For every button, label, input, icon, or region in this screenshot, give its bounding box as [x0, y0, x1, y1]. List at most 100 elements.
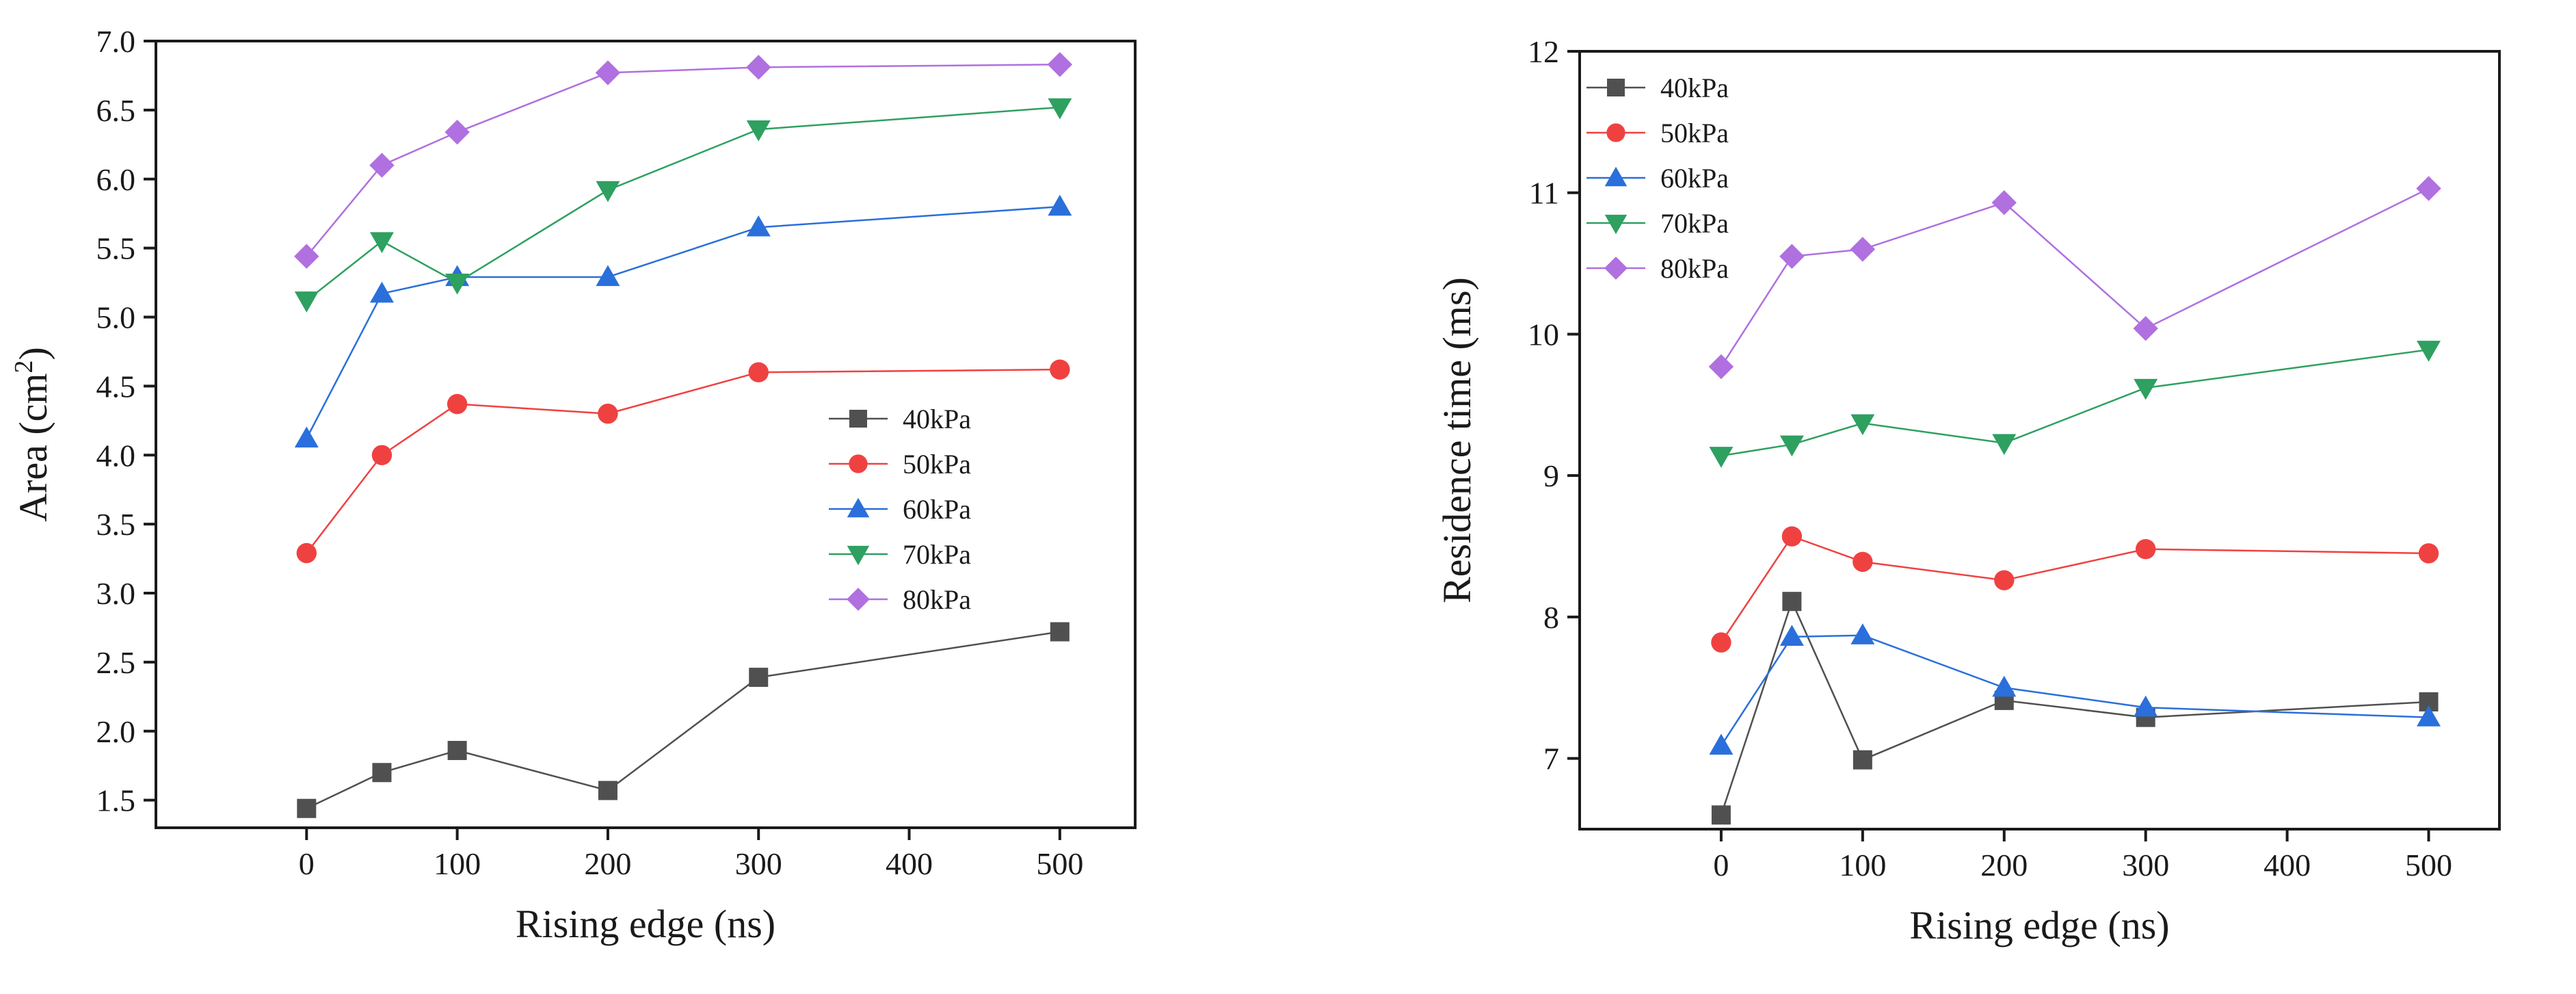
data-point-50kPa [447, 393, 468, 415]
y-tick-label: 5.5 [96, 231, 136, 266]
legend-label-70kPa: 70kPa [1660, 208, 1729, 239]
y-tick-label: 11 [1529, 176, 1559, 211]
plot-frame [1578, 50, 2501, 830]
data-point-80kPa [2133, 315, 2158, 341]
data-point-70kPa [2134, 378, 2158, 400]
legend-label-60kPa: 60kPa [1660, 163, 1729, 194]
x-tick-label: 200 [584, 846, 631, 881]
data-point-60kPa [596, 265, 620, 287]
data-point-70kPa [1048, 98, 1072, 120]
data-point-40kPa [1711, 805, 1731, 825]
y-tick-label: 7.0 [96, 24, 136, 59]
data-point-80kPa [369, 153, 395, 178]
series-50kPa [296, 359, 1070, 564]
y-tick-label: 12 [1528, 34, 1559, 69]
data-point-60kPa [746, 215, 771, 237]
data-point-70kPa [445, 273, 470, 295]
x-tick-label: 400 [886, 846, 933, 881]
data-point-50kPa [748, 362, 769, 382]
y-tick-label: 4.5 [96, 369, 136, 404]
series-line-60kPa [1720, 634, 2429, 746]
x-tick-label: 400 [2263, 848, 2311, 882]
data-point-40kPa [1853, 750, 1872, 770]
data-point-40kPa [297, 798, 317, 818]
y-tick-label: 6.0 [96, 162, 136, 197]
data-point-60kPa [294, 426, 319, 448]
data-point-60kPa [1992, 675, 2017, 697]
y-axis-title: Residence time (ms) [1435, 277, 1479, 603]
legend-marker-70kPa [847, 545, 870, 566]
data-point-70kPa [1779, 435, 1804, 457]
x-tick-label: 0 [299, 846, 315, 881]
y-tick-label: 8 [1543, 600, 1559, 635]
data-point-80kPa [1779, 244, 1805, 269]
data-point-50kPa [2418, 543, 2439, 564]
data-point-70kPa [1992, 434, 2017, 456]
legend-marker-50kPa [1606, 123, 1625, 142]
series-line-60kPa [306, 205, 1060, 439]
data-point-70kPa [1850, 414, 1875, 436]
legend-marker-40kPa [849, 410, 867, 428]
data-point-50kPa [296, 542, 317, 564]
series-60kPa [1709, 623, 2441, 755]
data-point-50kPa [2135, 538, 2156, 560]
data-point-40kPa [598, 781, 618, 800]
series-line-40kPa [306, 631, 1061, 809]
area-chart: 0 100 200 300 400 500 1.5 2.0 2.5 3.0 3.5 4.0 4.5 5.0… [10, 24, 1137, 946]
data-point-70kPa [1709, 447, 1734, 468]
data-point-50kPa [1711, 632, 1731, 653]
legend-label-40kPa: 40kPa [1660, 73, 1729, 103]
series-line-80kPa [306, 64, 1060, 257]
series-50kPa [1711, 526, 2439, 653]
y-tick-label: 5.0 [96, 300, 136, 335]
data-point-50kPa [371, 445, 393, 465]
data-point-80kPa [595, 60, 621, 86]
y-tick-label: 6.5 [96, 93, 136, 128]
data-point-80kPa [1708, 354, 1734, 380]
series-80kPa [294, 52, 1073, 269]
data-point-80kPa [294, 244, 319, 269]
data-point-50kPa [1994, 570, 2015, 590]
series-80kPa [1708, 176, 2441, 380]
data-point-60kPa [369, 281, 394, 303]
y-tick-label: 9 [1543, 458, 1559, 493]
legend-label-60kPa: 60kPa [903, 494, 971, 525]
data-point-80kPa [444, 119, 470, 145]
data-point-50kPa [598, 404, 618, 424]
x-axis-title: Rising edge (ns) [1909, 903, 2169, 947]
data-point-40kPa [1050, 622, 1070, 642]
legend-marker-60kPa [1604, 166, 1628, 187]
series-70kPa [294, 98, 1072, 313]
legend-marker-40kPa [1607, 79, 1625, 96]
y-axis-title: Area (cm2) [10, 347, 55, 522]
series-70kPa [1709, 341, 2441, 468]
data-point-80kPa [1850, 237, 1876, 262]
y-tick-label: 3.5 [96, 507, 136, 542]
data-point-70kPa [746, 120, 771, 142]
legend-label-80kPa: 80kPa [1660, 253, 1729, 284]
x-tick-label: 200 [1980, 848, 2028, 882]
plot-frame [155, 40, 1137, 829]
data-point-40kPa [749, 668, 769, 688]
series-line-70kPa [1721, 348, 2429, 457]
data-point-60kPa [2417, 705, 2441, 727]
legend-marker-80kPa [1604, 257, 1628, 280]
data-point-40kPa [1782, 592, 1802, 612]
legend-marker-60kPa [847, 497, 870, 518]
legend: 40kPa 50kPa 60kPa 70kPa 80kPa [829, 404, 971, 615]
y-tick-label: 4.0 [96, 438, 136, 473]
data-point-80kPa [746, 55, 771, 80]
data-point-60kPa [1709, 733, 1734, 755]
x-tick-label: 300 [2122, 848, 2169, 882]
x-tick-label: 300 [735, 846, 782, 881]
series-line-50kPa [306, 368, 1060, 554]
x-tick-label: 500 [2405, 848, 2452, 882]
data-point-70kPa [596, 181, 620, 202]
series-line-50kPa [1720, 535, 2429, 643]
y-tick-label: 1.5 [96, 783, 136, 818]
data-point-60kPa [1850, 623, 1875, 644]
series-line-40kPa [1720, 599, 2429, 815]
data-point-80kPa [1991, 189, 2017, 215]
data-point-40kPa [372, 763, 392, 783]
